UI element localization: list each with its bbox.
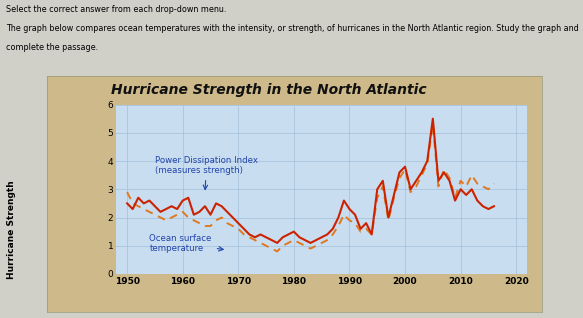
Text: complete the passage.: complete the passage. [6, 43, 98, 52]
Text: Power Dissipation Index
(measures strength): Power Dissipation Index (measures streng… [155, 156, 258, 190]
Text: Hurricane Strength: Hurricane Strength [7, 180, 16, 279]
Text: Hurricane Strength in the North Atlantic: Hurricane Strength in the North Atlantic [111, 83, 427, 97]
Text: The graph below compares ocean temperatures with the intensity, or strength, of : The graph below compares ocean temperatu… [6, 24, 578, 33]
Text: Ocean surface
temperature: Ocean surface temperature [149, 234, 223, 253]
Text: Select the correct answer from each drop-down menu.: Select the correct answer from each drop… [6, 5, 226, 14]
